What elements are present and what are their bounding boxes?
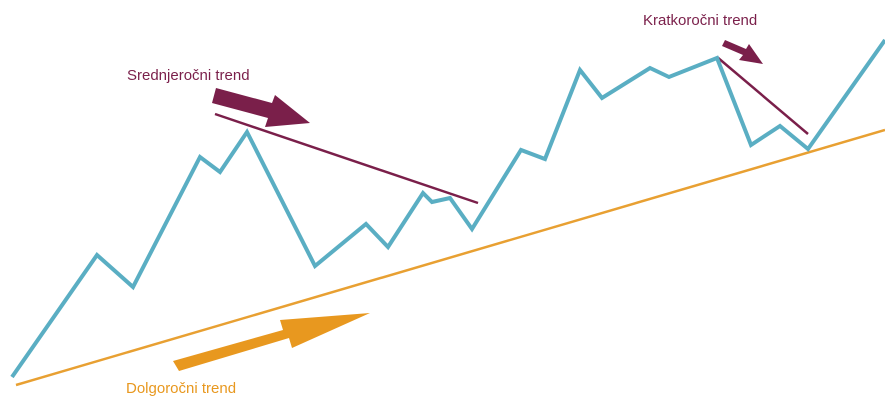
long-term-trend-arrow — [173, 313, 370, 371]
medium-term-trend-line — [214, 112, 479, 205]
long-term-trend-line — [15, 128, 885, 387]
short-term-trend-arrow — [722, 40, 763, 64]
short-term-trend-line — [716, 56, 809, 135]
long-term-trend-label: Dolgoročni trend — [126, 380, 236, 396]
medium-term-trend-label: Srednjeročni trend — [127, 67, 250, 84]
price-line — [10, 38, 885, 379]
short-term-trend-label: Kratkoročni trend — [643, 12, 757, 29]
medium-term-trend-arrow — [212, 88, 310, 127]
